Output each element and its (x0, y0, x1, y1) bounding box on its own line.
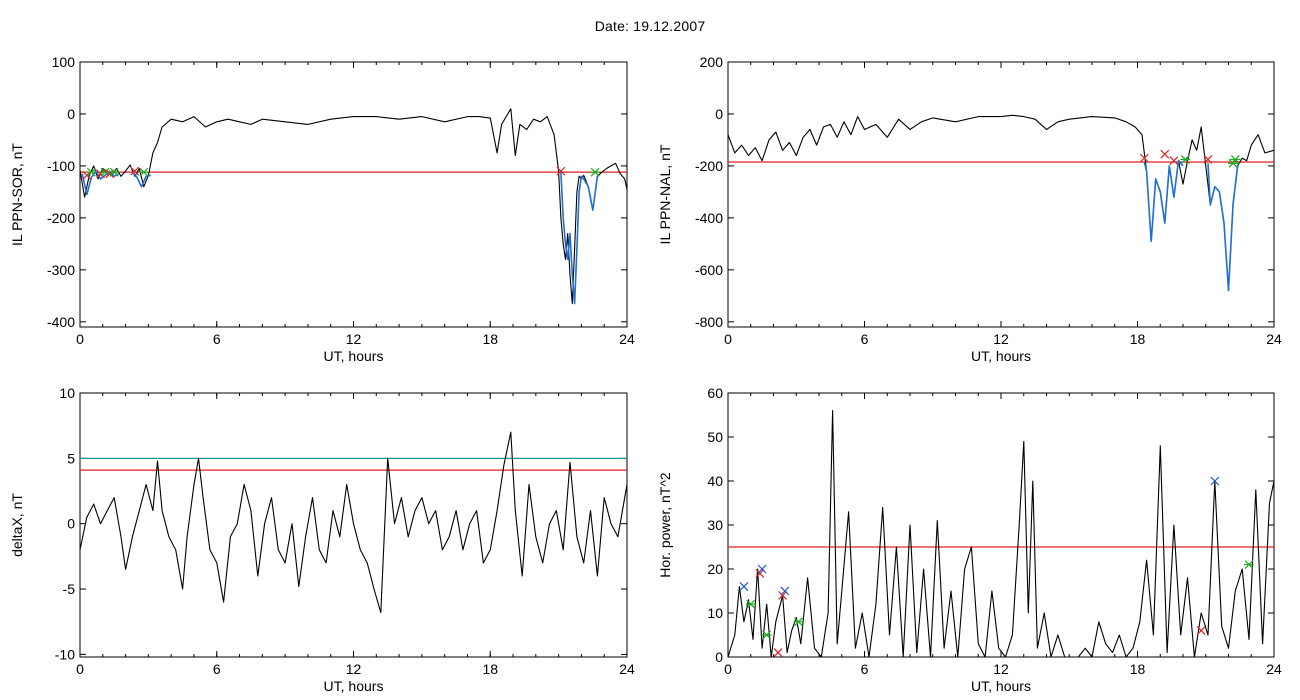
x-tick-label: 0 (76, 661, 84, 677)
y-tick-label: 10 (59, 385, 75, 401)
y-axis-title: IL PPN-NAL, nT (657, 144, 673, 244)
x-tick-label: 24 (1266, 661, 1282, 677)
y-axis-title: Hor. power, nT^2 (657, 472, 673, 578)
x-tick-label: 18 (1130, 331, 1146, 347)
y-tick-label: -200 (47, 210, 75, 226)
x-tick-label: 12 (993, 331, 1009, 347)
x-tick-label: 18 (1130, 661, 1146, 677)
y-tick-label: 60 (707, 385, 723, 401)
plot-area (80, 431, 627, 614)
y-tick-label: -400 (47, 314, 75, 330)
y-tick-label: 20 (707, 561, 723, 577)
y-axis-title: deltaX, nT (9, 493, 25, 557)
y-tick-label: 100 (52, 54, 76, 70)
y-tick-label: 0 (715, 106, 723, 122)
plot-area (728, 114, 1274, 292)
y-tick-label: 0 (67, 106, 75, 122)
x-tick-label: 12 (993, 661, 1009, 677)
highlighted-segment (560, 172, 599, 305)
plot-area (728, 410, 1274, 657)
event-marker (1230, 155, 1241, 164)
x-tick-label: 24 (619, 661, 635, 677)
highlighted-segment (81, 170, 120, 196)
event-marker (761, 630, 772, 640)
x-tick-label: 18 (482, 331, 498, 347)
y-tick-label: -200 (695, 158, 723, 174)
event-marker (1180, 155, 1191, 164)
y-tick-label: 40 (707, 473, 723, 489)
x-tick-label: 6 (861, 661, 869, 677)
y-tick-label: -10 (55, 646, 75, 662)
x-tick-label: 0 (724, 661, 732, 677)
y-tick-label: 200 (700, 54, 724, 70)
y-tick-label: -400 (695, 210, 723, 226)
y-tick-label: 0 (67, 516, 75, 532)
event-marker (590, 167, 601, 177)
x-axis-title: UT, hours (971, 348, 1031, 364)
x-tick-label: 18 (482, 661, 498, 677)
x-tick-label: 24 (1266, 331, 1282, 347)
y-axis-title: IL PPN-SOR, nT (9, 143, 25, 246)
highlighted-segment (1143, 159, 1184, 243)
event-marker (778, 590, 788, 600)
y-tick-label: 30 (707, 517, 723, 533)
event-marker (773, 648, 783, 657)
y-tick-label: 50 (707, 429, 723, 445)
event-marker (1160, 149, 1170, 159)
event-marker (755, 568, 765, 578)
event-marker (86, 167, 97, 177)
series-line (728, 410, 1274, 657)
plot-area (80, 108, 627, 305)
event-marker (1203, 155, 1213, 164)
x-tick-label: 12 (346, 661, 362, 677)
event-marker (793, 617, 804, 627)
event-marker (780, 586, 790, 596)
y-tick-label: -100 (47, 158, 75, 174)
x-axis-title: UT, hours (324, 348, 384, 364)
event-marker (138, 167, 149, 177)
event-marker (745, 599, 756, 609)
y-tick-label: -5 (63, 581, 76, 597)
y-tick-label: -600 (695, 262, 723, 278)
y-tick-label: -800 (695, 314, 723, 330)
x-axis-title: UT, hours (971, 678, 1031, 694)
series-line (80, 431, 627, 614)
x-tick-label: 24 (619, 331, 635, 347)
event-marker (1210, 476, 1220, 486)
plot-frame (727, 392, 1275, 658)
event-marker (109, 167, 120, 177)
event-marker (1196, 626, 1206, 636)
y-tick-label: -300 (47, 262, 75, 278)
x-tick-label: 6 (213, 331, 221, 347)
x-tick-label: 0 (76, 331, 84, 347)
x-tick-label: 6 (861, 331, 869, 347)
event-marker (757, 564, 767, 574)
highlighted-segment (1207, 163, 1239, 292)
x-tick-label: 12 (346, 331, 362, 347)
y-tick-label: 5 (67, 450, 75, 466)
event-marker (556, 166, 566, 176)
event-marker (1243, 560, 1254, 570)
event-marker (130, 166, 140, 176)
event-marker (1139, 153, 1149, 163)
figure-title: Date: 19.12.2007 (594, 18, 706, 34)
x-tick-label: 6 (213, 661, 221, 677)
x-axis-title: UT, hours (324, 678, 384, 694)
y-tick-label: 0 (715, 649, 723, 665)
event-marker (739, 582, 749, 592)
event-marker (1169, 156, 1179, 166)
y-tick-label: 10 (707, 605, 723, 621)
x-tick-label: 0 (724, 331, 732, 347)
